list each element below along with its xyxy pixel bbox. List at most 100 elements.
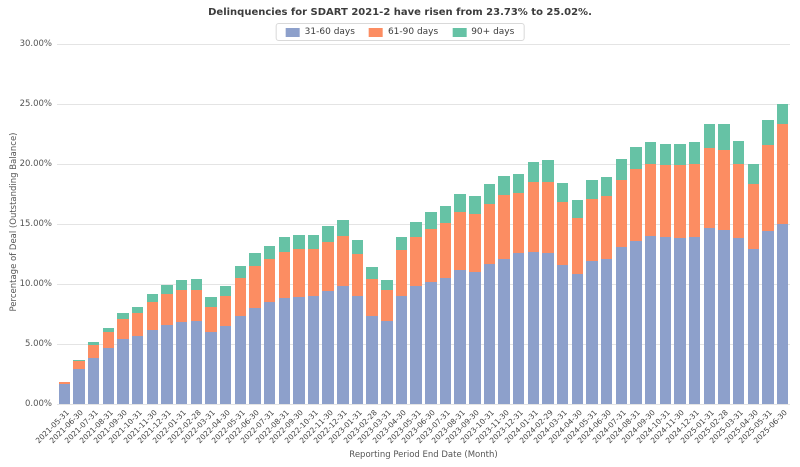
bar-segment-61-90-days bbox=[161, 293, 173, 325]
bar-segment-31-60-days bbox=[146, 329, 158, 404]
bar-segment-61-90-days bbox=[542, 182, 554, 253]
bar-segment-31-60-days bbox=[161, 324, 173, 404]
bar-segment-31-60-days bbox=[366, 316, 378, 404]
bar-segment-90+-days bbox=[219, 286, 232, 296]
legend-item-31-60-days: 31-60 days bbox=[285, 27, 355, 37]
bar-2025-02-28 bbox=[718, 124, 730, 404]
bar-2022-02-28 bbox=[190, 279, 202, 404]
bar-segment-61-90-days bbox=[249, 266, 261, 308]
bar-segment-90+-days bbox=[630, 147, 642, 169]
bar-2022-12-31 bbox=[337, 220, 349, 404]
bar-segment-61-90-days bbox=[674, 165, 686, 239]
bar-segment-31-60-days bbox=[205, 332, 217, 404]
gridline bbox=[57, 44, 790, 45]
bar-segment-90+-days bbox=[410, 221, 422, 238]
bar-segment-31-60-days bbox=[542, 252, 554, 404]
gridline bbox=[57, 344, 790, 345]
bar-segment-90+-days bbox=[351, 239, 364, 254]
bar-segment-31-60-days bbox=[776, 224, 789, 404]
bar-segment-61-90-days bbox=[131, 312, 144, 336]
x-tick-labels: 2021-05-31 2021-06-30 2021-07-31 2021-08-31… bbox=[0, 404, 800, 450]
bar-segment-90+-days bbox=[747, 164, 760, 185]
bar-2023-07-31 bbox=[439, 206, 452, 404]
bar-2023-01-31 bbox=[351, 239, 364, 404]
bar-segment-90+-days bbox=[337, 220, 349, 237]
bar-segment-31-60-days bbox=[73, 369, 85, 404]
bar-segment-61-90-days bbox=[205, 306, 217, 332]
bar-segment-61-90-days bbox=[776, 124, 789, 224]
gridline bbox=[57, 104, 790, 105]
bar-2024-07-31 bbox=[615, 159, 628, 404]
bar-segment-90+-days bbox=[542, 160, 554, 183]
bar-segment-31-60-days bbox=[586, 261, 598, 404]
bar-segment-61-90-days bbox=[645, 164, 657, 236]
bar-segment-90+-days bbox=[278, 237, 290, 252]
bar-segment-61-90-days bbox=[278, 251, 290, 299]
bar-segment-31-60-days bbox=[688, 237, 701, 404]
bar-segment-61-90-days bbox=[747, 184, 760, 250]
bar-segment-90+-days bbox=[190, 279, 202, 291]
bar-segment-31-60-days bbox=[395, 296, 408, 404]
bar-segment-61-90-days bbox=[527, 182, 540, 252]
bar-2023-10-31 bbox=[483, 184, 496, 404]
bar-2021-09-30 bbox=[117, 312, 129, 404]
legend-swatch-icon bbox=[368, 27, 383, 37]
bar-segment-31-60-days bbox=[249, 308, 261, 404]
bar-segment-31-60-days bbox=[190, 321, 202, 404]
bar-2024-05-31 bbox=[586, 179, 598, 404]
bar-segment-90+-days bbox=[439, 206, 452, 223]
bar-segment-90+-days bbox=[571, 200, 584, 219]
legend: 31-60 days 61-90 days 90+ days bbox=[275, 23, 525, 41]
bar-segment-31-60-days bbox=[571, 274, 584, 404]
bar-segment-90+-days bbox=[58, 381, 71, 383]
bar-2024-09-30 bbox=[645, 142, 657, 404]
bar-segment-90+-days bbox=[557, 183, 569, 203]
bar-2025-03-31 bbox=[732, 141, 745, 404]
bar-2022-07-31 bbox=[263, 245, 276, 404]
bar-segment-31-60-days bbox=[601, 258, 613, 404]
y-tick-label: 20.00% bbox=[19, 159, 52, 169]
bar-segment-90+-days bbox=[454, 194, 466, 213]
bar-segment-61-90-days bbox=[557, 202, 569, 265]
bar-segment-61-90-days bbox=[102, 332, 114, 348]
gridline bbox=[57, 404, 790, 405]
bar-segment-61-90-days bbox=[117, 318, 129, 340]
bar-2023-05-31 bbox=[410, 221, 422, 404]
bar-segment-61-90-days bbox=[615, 179, 628, 247]
bar-2023-06-30 bbox=[425, 212, 437, 404]
bar-segment-90+-days bbox=[263, 245, 276, 259]
bar-segment-31-60-days bbox=[351, 296, 364, 404]
legend-item-61-90-days: 61-90 days bbox=[368, 27, 438, 37]
bar-segment-90+-days bbox=[615, 159, 628, 180]
bar-2023-02-28 bbox=[366, 267, 378, 404]
bar-segment-31-60-days bbox=[439, 278, 452, 404]
bar-2022-10-31 bbox=[307, 234, 320, 404]
bar-segment-61-90-days bbox=[175, 290, 188, 323]
bar-segment-90+-days bbox=[146, 293, 158, 303]
bar-segment-31-60-days bbox=[381, 321, 393, 404]
bar-2022-08-31 bbox=[278, 237, 290, 404]
bar-segment-61-90-days bbox=[601, 196, 613, 259]
bar-segment-61-90-days bbox=[73, 360, 85, 370]
bar-2025-01-31 bbox=[703, 124, 716, 404]
bar-segment-61-90-days bbox=[395, 250, 408, 296]
bar-segment-31-60-days bbox=[175, 322, 188, 404]
bar-segment-31-60-days bbox=[425, 281, 437, 404]
bar-segment-90+-days bbox=[703, 124, 716, 149]
bar-segment-31-60-days bbox=[762, 231, 774, 404]
bar-2022-01-31 bbox=[175, 280, 188, 404]
legend-swatch-icon bbox=[452, 27, 467, 37]
y-tick-label: 5.00% bbox=[24, 339, 52, 349]
legend-item-90-days: 90+ days bbox=[452, 27, 514, 37]
bar-segment-61-90-days bbox=[366, 279, 378, 317]
bar-segment-31-60-days bbox=[131, 335, 144, 404]
bar-segment-31-60-days bbox=[307, 296, 320, 404]
bar-segment-90+-days bbox=[73, 359, 85, 361]
bar-segment-31-60-days bbox=[410, 286, 422, 404]
bar-segment-61-90-days bbox=[337, 236, 349, 287]
bar-segment-31-60-days bbox=[454, 269, 466, 404]
bar-segment-31-60-days bbox=[732, 238, 745, 404]
y-tick-label: 0.00% bbox=[24, 399, 52, 409]
bar-segment-90+-days bbox=[762, 119, 774, 145]
